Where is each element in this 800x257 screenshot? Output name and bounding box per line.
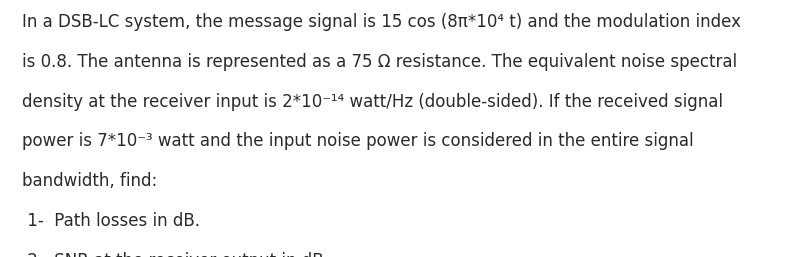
Text: bandwidth, find:: bandwidth, find: <box>22 172 158 190</box>
Text: 2-  SNR at the receiver output in dB.: 2- SNR at the receiver output in dB. <box>22 252 330 257</box>
Text: is 0.8. The antenna is represented as a 75 Ω resistance. The equivalent noise sp: is 0.8. The antenna is represented as a … <box>22 53 738 71</box>
Text: 1-  Path losses in dB.: 1- Path losses in dB. <box>22 212 200 230</box>
Text: power is 7*10⁻³ watt and the input noise power is considered in the entire signa: power is 7*10⁻³ watt and the input noise… <box>22 132 694 150</box>
Text: density at the receiver input is 2*10⁻¹⁴ watt/Hz (double-sided). If the received: density at the receiver input is 2*10⁻¹⁴… <box>22 93 723 111</box>
Text: In a DSB-LC system, the message signal is 15 cos (8π*10⁴ t) and the modulation i: In a DSB-LC system, the message signal i… <box>22 13 742 31</box>
